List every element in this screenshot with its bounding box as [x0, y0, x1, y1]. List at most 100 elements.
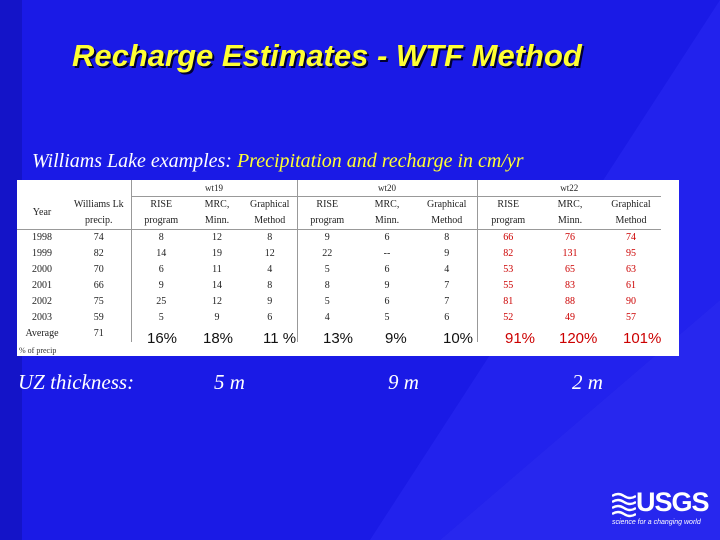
- table-cell: 95: [626, 248, 636, 259]
- table-cell: 9: [384, 280, 390, 291]
- table-row: 2001 66 9 14 8 8 9 7 55 83 61: [17, 278, 661, 294]
- table-cell: 66: [476, 229, 539, 246]
- table-cell: 81: [476, 294, 539, 310]
- table-cell: 52: [476, 310, 539, 326]
- table-cell: 61: [626, 280, 636, 291]
- percent-value: 91%: [505, 330, 536, 347]
- recharge-table: wt19 wt20 wt22 Year Williams Lk precip. RI…: [17, 180, 679, 356]
- table-cell: 12: [264, 248, 275, 259]
- table-cell: 8: [267, 232, 273, 243]
- column-header: MRC, Minn.: [539, 196, 601, 230]
- table-cell: 4: [267, 264, 273, 275]
- subtitle-highlight: Precipitation and recharge in cm/yr: [236, 150, 524, 172]
- table-cell: 2001: [32, 280, 52, 291]
- percent-value: 18%: [203, 330, 234, 347]
- well-header-row: wt19 wt20 wt22: [17, 180, 661, 197]
- column-header: Graphical Method: [601, 196, 661, 230]
- column-header: RISE program: [476, 196, 539, 230]
- table-cell: 5: [384, 312, 390, 323]
- percent-of-precip-label: % of precip: [19, 346, 57, 355]
- table-cell: 5: [130, 310, 191, 326]
- table-cell: 6: [267, 312, 273, 323]
- column-header: MRC, Minn.: [191, 196, 243, 230]
- table-cell: 9: [214, 312, 220, 323]
- uz-thickness-wt22: 2 m: [572, 370, 603, 394]
- table-cell: 53: [476, 262, 539, 278]
- table-cell: 49: [565, 312, 575, 323]
- percent-value: 16%: [147, 330, 178, 347]
- table-cell: 6: [130, 262, 191, 278]
- column-header: MRC, Minn.: [357, 196, 417, 230]
- uz-thickness-label: UZ thickness:: [18, 370, 135, 394]
- recharge-grid: wt19 wt20 wt22 Year Williams Lk precip. RI…: [17, 180, 661, 342]
- table-cell: 8: [444, 232, 450, 243]
- usgs-wave-icon: [612, 492, 636, 518]
- table-cell: 9: [130, 278, 191, 294]
- table-cell: 22: [296, 246, 357, 262]
- table-cell: 9: [267, 296, 273, 307]
- table-row: 2000 70 6 11 4 5 6 4 53 65 63: [17, 262, 661, 278]
- table-cell: 63: [626, 264, 636, 275]
- table-cell: 74: [93, 232, 104, 243]
- percent-row: 16% 18% 11 % 13% 9% 10% 91% 120% 101%: [17, 330, 679, 356]
- table-cell: 25: [130, 294, 191, 310]
- table-row: 1998 74 8 12 8 9 6 8 66 76 74: [17, 229, 661, 246]
- uz-thickness-wt19: 5 m: [214, 370, 245, 394]
- table-cell: 131: [562, 248, 578, 259]
- table-cell: 74: [626, 232, 636, 243]
- table-cell: 19: [212, 248, 222, 259]
- table-cell: 2003: [32, 312, 52, 323]
- table-cell: 57: [626, 312, 636, 323]
- table-cell: 7: [444, 280, 450, 291]
- table-cell: [296, 326, 357, 342]
- table-cell: 6: [384, 264, 390, 275]
- table-cell: 70: [93, 264, 104, 275]
- column-header: RISE program: [296, 196, 357, 230]
- column-header-row: Year Williams Lk precip. RISE program MRC, …: [17, 196, 661, 230]
- table-cell: 7: [444, 296, 450, 307]
- table-cell: 90: [626, 296, 636, 307]
- slide-title: Recharge Estimates - WTF Method: [72, 38, 582, 73]
- column-header: Graphical Method: [417, 196, 477, 230]
- table-cell: --: [383, 248, 391, 259]
- table-cell: 2002: [32, 296, 52, 307]
- column-header: RISE program: [130, 196, 191, 230]
- percent-value: 120%: [559, 330, 598, 347]
- uz-thickness-wt20: 9 m: [388, 370, 419, 394]
- table-cell: 66: [93, 280, 104, 291]
- table-cell: 14: [130, 246, 191, 262]
- percent-value: 9%: [385, 330, 407, 347]
- well-label: wt20: [296, 180, 477, 197]
- table-cell: 65: [565, 264, 575, 275]
- table-cell: 8: [296, 278, 357, 294]
- table-cell: 5: [296, 294, 357, 310]
- well-label: wt19: [130, 180, 297, 197]
- table-cell: 4: [444, 264, 450, 275]
- table-cell: 12: [212, 232, 222, 243]
- well-label: wt22: [476, 180, 661, 197]
- table-cell: 11: [212, 264, 222, 275]
- table-cell: 8: [267, 280, 273, 291]
- subtitle-prefix: Williams Lake examples:: [32, 150, 237, 172]
- table-cell: 82: [476, 246, 539, 262]
- column-header: Year: [17, 196, 67, 230]
- percent-value: 101%: [623, 330, 662, 347]
- table-cell: 6: [384, 232, 390, 243]
- table-cell: 55: [476, 278, 539, 294]
- usgs-logo: USGS science for a changing world: [612, 486, 716, 530]
- usgs-wordmark: USGS: [636, 487, 710, 517]
- table-cell: 6: [384, 296, 390, 307]
- slide-subtitle: Williams Lake examples: Precipitation an…: [32, 150, 524, 173]
- table-cell: 14: [212, 280, 222, 291]
- table-row: 2003 59 5 9 6 4 5 6 52 49 57: [17, 310, 661, 326]
- table-cell: 12: [212, 296, 222, 307]
- table-cell: Average: [25, 328, 59, 339]
- percent-value: 11 %: [263, 330, 297, 347]
- table-cell: 2000: [32, 264, 52, 275]
- table-row: Average 71: [17, 326, 661, 342]
- table-cell: 88: [565, 296, 575, 307]
- table-cell: 75: [93, 296, 104, 307]
- column-header: Graphical Method: [243, 196, 297, 230]
- table-cell: 8: [130, 229, 191, 246]
- table-row: 2002 75 25 12 9 5 6 7 81 88 90: [17, 294, 661, 310]
